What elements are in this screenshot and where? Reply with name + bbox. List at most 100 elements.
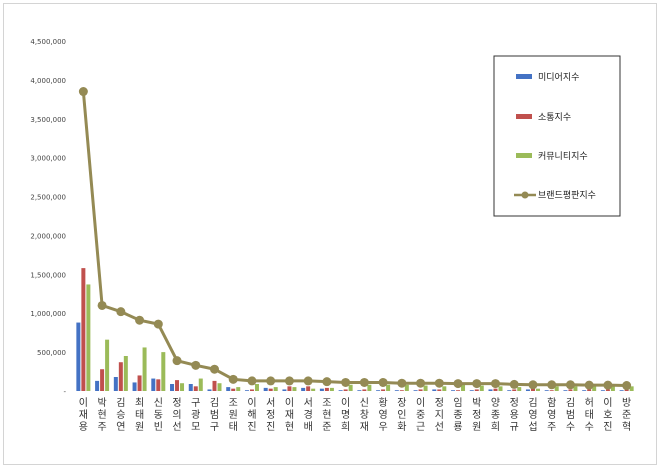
- bar: [249, 389, 254, 391]
- series-point: [603, 380, 613, 390]
- bar: [418, 389, 423, 391]
- bar: [413, 390, 418, 391]
- bar: [442, 386, 447, 391]
- bar: [226, 387, 231, 391]
- legend-swatch: [516, 153, 532, 158]
- bar: [301, 387, 306, 391]
- series-point: [303, 376, 313, 386]
- bar: [273, 387, 278, 391]
- y-tick-label: 3,000,000: [30, 155, 66, 163]
- bar: [535, 388, 540, 391]
- bar: [619, 390, 624, 391]
- legend-marker: [521, 191, 529, 199]
- bar: [507, 390, 512, 391]
- series-point: [472, 379, 482, 389]
- bar: [113, 377, 118, 391]
- series-point: [378, 377, 388, 387]
- bar: [498, 386, 503, 391]
- y-tick-label: 3,500,000: [30, 116, 66, 124]
- series-point: [172, 356, 182, 366]
- bar: [479, 385, 484, 391]
- bar: [394, 390, 399, 391]
- y-tick-label: 2,000,000: [30, 232, 66, 240]
- series-point: [341, 377, 351, 387]
- bar: [175, 380, 180, 391]
- bar: [423, 385, 428, 391]
- bar: [474, 389, 479, 391]
- bar: [348, 384, 353, 391]
- y-tick-label: 1,000,000: [30, 310, 66, 318]
- bar: [629, 386, 634, 391]
- bar: [592, 386, 597, 391]
- bar: [217, 383, 222, 391]
- series-point: [228, 374, 238, 384]
- bar: [600, 390, 605, 391]
- series-point: [322, 377, 332, 387]
- bar: [231, 388, 236, 391]
- bar: [180, 383, 185, 391]
- bar: [324, 387, 329, 391]
- series-point: [359, 377, 369, 387]
- bar: [549, 390, 554, 391]
- bar: [287, 386, 292, 391]
- bar: [161, 352, 166, 391]
- bar: [432, 389, 437, 391]
- series-point: [135, 315, 145, 325]
- series-point: [210, 364, 219, 374]
- bar: [554, 386, 559, 391]
- y-tick-label: 4,000,000: [30, 77, 66, 85]
- bar: [95, 380, 100, 391]
- bar: [587, 389, 592, 391]
- bar: [132, 382, 137, 391]
- bar: [156, 379, 161, 391]
- y-tick-label: 2,500,000: [30, 194, 66, 202]
- bar: [207, 389, 212, 391]
- series-point: [491, 379, 500, 389]
- bar: [319, 388, 324, 391]
- series-point: [247, 376, 257, 386]
- bar: [530, 387, 535, 391]
- legend-swatch: [516, 114, 532, 119]
- bar: [142, 347, 147, 391]
- bar: [386, 384, 391, 391]
- bar: [100, 369, 105, 391]
- legend-label: 소통지수: [538, 112, 571, 123]
- bar: [376, 390, 381, 391]
- bar: [188, 384, 193, 391]
- bar: [118, 362, 123, 391]
- bar: [137, 375, 142, 391]
- bar: [469, 390, 474, 391]
- series-point: [622, 381, 632, 391]
- series-point: [78, 87, 88, 97]
- bar: [404, 384, 409, 391]
- bar: [488, 389, 493, 391]
- bar: [343, 389, 348, 391]
- series-point: [397, 378, 407, 388]
- series-point: [509, 379, 519, 389]
- bar: [605, 389, 610, 391]
- bar: [105, 339, 110, 391]
- y-tick-label: 4,500,000: [30, 38, 66, 46]
- bar: [357, 390, 362, 391]
- bar: [381, 389, 386, 391]
- bar: [568, 389, 573, 391]
- series-point: [284, 376, 294, 386]
- legend-box: [493, 55, 621, 217]
